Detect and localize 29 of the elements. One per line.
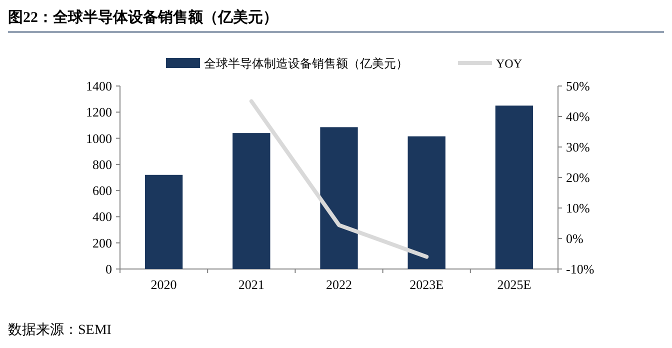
y-tick-label: 400	[92, 209, 112, 224]
y-tick-label: 1400	[86, 78, 112, 94]
y-tick-label: 1200	[86, 104, 112, 120]
y-tick-label: 800	[92, 156, 112, 172]
y2-tick-label: 50%	[566, 78, 590, 94]
x-tick-label: 2023E	[410, 277, 444, 292]
bar	[320, 127, 358, 269]
bar	[144, 174, 183, 269]
x-tick-label: 2021	[238, 277, 264, 292]
legend-label: 全球半导体制造设备销售额（亿美元）	[204, 56, 408, 70]
y2-tick-label: -10%	[566, 262, 594, 276]
legend-label: YOY	[496, 56, 522, 70]
x-tick-label: 2022	[326, 277, 352, 292]
source-note: 数据来源：SEMI	[8, 322, 112, 338]
x-tick-label: 2020	[150, 277, 177, 292]
bar	[408, 136, 446, 269]
y2-tick-label: 40%	[566, 109, 590, 124]
y-tick-label: 1000	[86, 130, 112, 146]
y-tick-label: 0	[106, 262, 112, 276]
bar	[232, 133, 270, 269]
y-tick-label: 200	[92, 235, 112, 250]
y2-tick-label: 20%	[566, 170, 590, 185]
y-tick-label: 600	[92, 183, 112, 198]
y2-tick-label: 10%	[566, 200, 590, 216]
y2-tick-label: 30%	[566, 140, 590, 154]
y2-tick-label: 0%	[566, 231, 584, 246]
bar	[495, 106, 534, 269]
chart-title: 图22：全球半导体设备销售额（亿美元）	[8, 8, 278, 26]
x-tick-label: 2025E	[497, 277, 532, 292]
